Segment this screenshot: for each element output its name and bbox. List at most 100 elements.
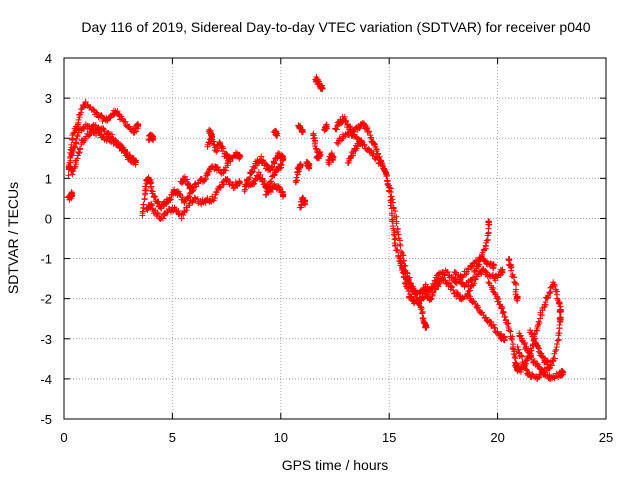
data-point bbox=[397, 253, 404, 260]
data-point bbox=[279, 157, 286, 164]
data-point bbox=[213, 189, 220, 196]
data-point bbox=[316, 152, 323, 159]
data-point bbox=[392, 242, 399, 249]
data-point bbox=[405, 288, 412, 295]
y-axis-label: SDTVAR / TECUs bbox=[5, 182, 21, 294]
data-point bbox=[373, 146, 380, 153]
data-point bbox=[271, 160, 278, 167]
data-point bbox=[266, 179, 273, 186]
data-point bbox=[490, 321, 497, 328]
y-tick-label: -2 bbox=[40, 292, 52, 307]
data-point bbox=[556, 300, 563, 307]
plot-frame bbox=[63, 57, 607, 420]
data-point bbox=[186, 200, 193, 207]
data-point bbox=[557, 308, 564, 315]
data-point bbox=[432, 286, 439, 293]
data-point bbox=[178, 215, 185, 222]
data-point bbox=[509, 345, 516, 352]
data-point bbox=[100, 126, 107, 133]
data-point bbox=[74, 132, 81, 139]
data-point bbox=[389, 199, 396, 206]
data-point bbox=[250, 181, 257, 188]
data-point bbox=[216, 183, 223, 190]
data-point bbox=[539, 367, 546, 374]
data-point bbox=[180, 211, 187, 218]
data-point bbox=[499, 305, 506, 312]
data-point bbox=[210, 138, 217, 145]
data-point bbox=[553, 346, 560, 353]
data-point bbox=[86, 131, 93, 138]
data-point bbox=[534, 323, 541, 330]
data-point bbox=[551, 350, 558, 357]
data-point bbox=[483, 269, 490, 276]
data-point bbox=[507, 261, 514, 268]
data-point bbox=[75, 116, 82, 123]
data-point bbox=[379, 160, 386, 167]
data-point bbox=[150, 135, 157, 142]
data-point bbox=[166, 195, 173, 202]
data-point bbox=[397, 242, 404, 249]
data-point bbox=[258, 153, 265, 160]
data-point bbox=[72, 144, 79, 151]
data-point bbox=[551, 282, 558, 289]
data-point bbox=[73, 139, 80, 146]
data-point bbox=[483, 314, 490, 321]
data-point bbox=[77, 145, 84, 152]
data-point bbox=[98, 112, 105, 119]
data-point bbox=[431, 277, 438, 284]
data-point bbox=[371, 140, 378, 147]
data-point bbox=[428, 295, 435, 302]
data-point bbox=[275, 150, 282, 157]
data-point bbox=[374, 154, 381, 161]
data-point bbox=[140, 201, 147, 208]
data-point bbox=[208, 130, 215, 137]
data-point bbox=[495, 298, 502, 305]
data-point bbox=[517, 332, 524, 339]
data-point bbox=[65, 172, 72, 179]
data-point bbox=[498, 268, 505, 275]
data-point bbox=[108, 131, 115, 138]
data-point bbox=[521, 340, 528, 347]
y-tick-label: 0 bbox=[45, 211, 52, 226]
data-point bbox=[374, 155, 381, 162]
data-point bbox=[123, 150, 130, 157]
data-point bbox=[508, 264, 515, 271]
y-tick-label: -5 bbox=[40, 412, 52, 427]
data-point bbox=[296, 165, 303, 172]
x-tick-label: 15 bbox=[382, 430, 396, 445]
data-point bbox=[297, 161, 304, 168]
data-point bbox=[475, 304, 482, 311]
x-tick-label: 5 bbox=[169, 430, 176, 445]
data-point bbox=[347, 155, 354, 162]
data-point bbox=[75, 150, 82, 157]
data-point bbox=[263, 191, 270, 198]
data-point bbox=[134, 122, 141, 129]
data-point bbox=[519, 353, 526, 360]
data-point bbox=[131, 156, 138, 163]
y-tick-label: 2 bbox=[45, 131, 52, 146]
data-point bbox=[213, 148, 220, 155]
data-point bbox=[357, 140, 364, 147]
data-point bbox=[330, 154, 337, 161]
data-point bbox=[249, 169, 256, 176]
data-point bbox=[477, 271, 484, 278]
data-point bbox=[386, 184, 393, 191]
data-point bbox=[71, 165, 78, 172]
data-point bbox=[500, 309, 507, 316]
data-point bbox=[181, 198, 188, 205]
data-point bbox=[87, 128, 94, 135]
data-point bbox=[485, 218, 492, 225]
data-point bbox=[69, 171, 76, 178]
data-point bbox=[551, 281, 558, 288]
data-point bbox=[347, 124, 354, 131]
data-point bbox=[463, 271, 470, 278]
data-point bbox=[277, 161, 284, 168]
data-point bbox=[171, 186, 178, 193]
data-point bbox=[273, 131, 280, 138]
data-point bbox=[69, 191, 76, 198]
data-points bbox=[64, 74, 567, 382]
data-point bbox=[155, 211, 162, 218]
data-point bbox=[490, 261, 497, 268]
data-point bbox=[533, 360, 540, 367]
